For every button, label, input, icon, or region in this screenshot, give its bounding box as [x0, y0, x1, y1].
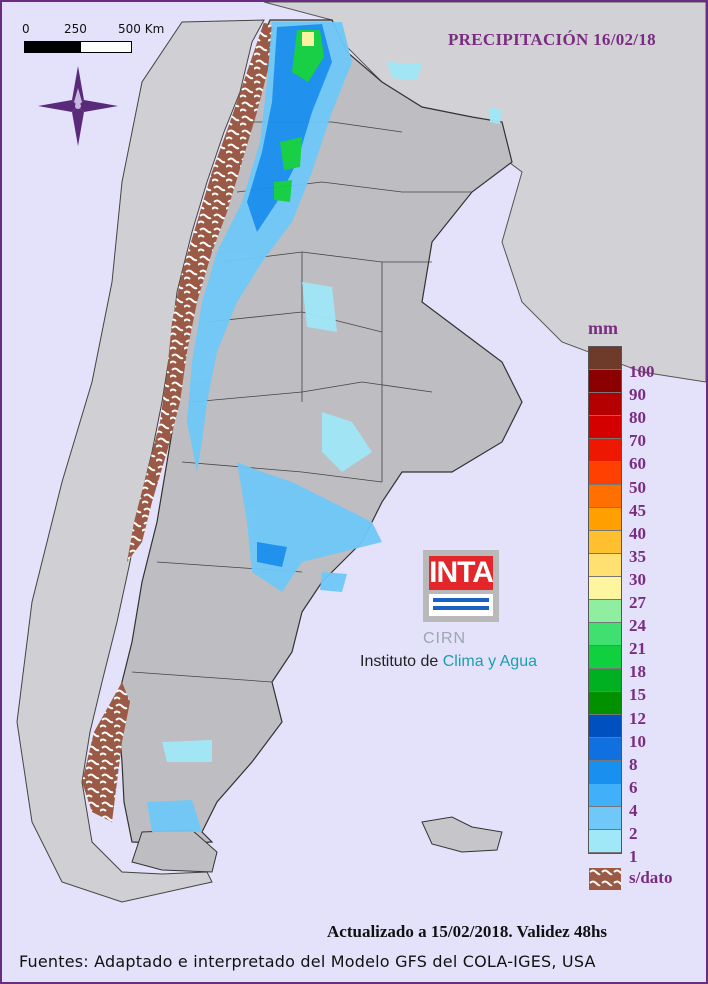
institute-highlight: Clima y Agua	[442, 653, 537, 670]
legend-level-label: 2	[629, 824, 638, 843]
precip-areas	[147, 22, 502, 832]
legend-swatch	[589, 347, 621, 370]
legend-swatch	[589, 784, 621, 807]
legend-level-label: 21	[629, 639, 646, 659]
legend-level-label: 40	[629, 523, 646, 543]
scale-tick-250: 250	[64, 22, 87, 36]
updated-note: Actualizado a 15/02/2018. Validez 48hs	[327, 922, 608, 941]
legend-swatch	[589, 669, 621, 692]
institute-prefix: Instituto de	[360, 653, 439, 670]
legend-level-label: 70	[629, 431, 646, 451]
legend-level-label: 10	[629, 731, 646, 751]
scale-tick-500: 500 Km	[118, 22, 165, 36]
nodata-south	[82, 682, 130, 822]
legend-level-label: 35	[629, 546, 646, 566]
nodata-swatch	[589, 868, 621, 890]
map-title: PRECIPITACIÓN 16/02/18	[448, 30, 656, 49]
scale-bar: 0 250 500 Km	[22, 22, 172, 62]
legend-level-label: 50	[629, 477, 646, 497]
legend-swatch	[589, 485, 621, 508]
inta-logo: INTA	[423, 550, 499, 622]
legend-level-label: 45	[629, 500, 646, 520]
legend-colorbar	[588, 346, 622, 854]
legend-level-label: 24	[629, 616, 646, 636]
malvinas-islands	[421, 816, 503, 853]
cirn-label: CIRN	[423, 630, 467, 647]
scale-bar-black	[24, 41, 80, 53]
inta-logo-text: INTA	[429, 556, 494, 590]
legend-level-label: 80	[629, 408, 646, 428]
legend-swatch	[589, 738, 621, 761]
legend-swatch	[589, 692, 621, 715]
legend-swatch	[589, 531, 621, 554]
legend-swatch	[589, 761, 621, 784]
legend-swatch	[589, 600, 621, 623]
legend-swatch	[589, 508, 621, 531]
legend-level-label: 27	[629, 593, 646, 612]
chile-land	[16, 19, 265, 903]
institute-label: Instituto de Clima y Agua	[360, 653, 537, 671]
legend-swatch	[589, 807, 621, 830]
legend-level-label: 12	[629, 708, 646, 728]
sources-note: Fuentes: Adaptado e interpretado del Mod…	[19, 952, 596, 971]
legend-unit: mm	[588, 318, 618, 338]
legend-swatch	[589, 623, 621, 646]
legend-swatch	[589, 554, 621, 577]
legend-swatch	[589, 830, 621, 853]
legend-swatch	[589, 646, 621, 669]
legend-swatch	[589, 393, 621, 416]
legend-level-label: 4	[629, 800, 638, 820]
legend-swatch	[589, 715, 621, 738]
legend-level-label: 6	[629, 777, 638, 797]
scale-tick-0: 0	[22, 22, 30, 36]
inta-logo-stripes	[429, 594, 493, 616]
legend-level-label: 8	[629, 754, 638, 774]
legend-swatch	[589, 370, 621, 393]
legend-level-label: 60	[629, 454, 646, 474]
legend-level-label: 1	[629, 847, 638, 867]
legend-level-label: 15	[629, 685, 646, 705]
legend-level-label: 18	[629, 662, 646, 682]
legend-swatch	[589, 462, 621, 485]
legend-swatch	[589, 439, 621, 462]
legend-swatch	[589, 577, 621, 600]
legend-swatch	[589, 416, 621, 439]
scale-bar-white	[80, 41, 132, 53]
legend-level-label: 90	[629, 385, 646, 405]
nodata-label: s/dato	[629, 868, 673, 887]
legend-level-label: 100	[629, 362, 655, 381]
legend-level-label: 30	[629, 569, 646, 589]
nodata-strip	[127, 22, 274, 562]
compass-rose-icon	[38, 66, 118, 146]
